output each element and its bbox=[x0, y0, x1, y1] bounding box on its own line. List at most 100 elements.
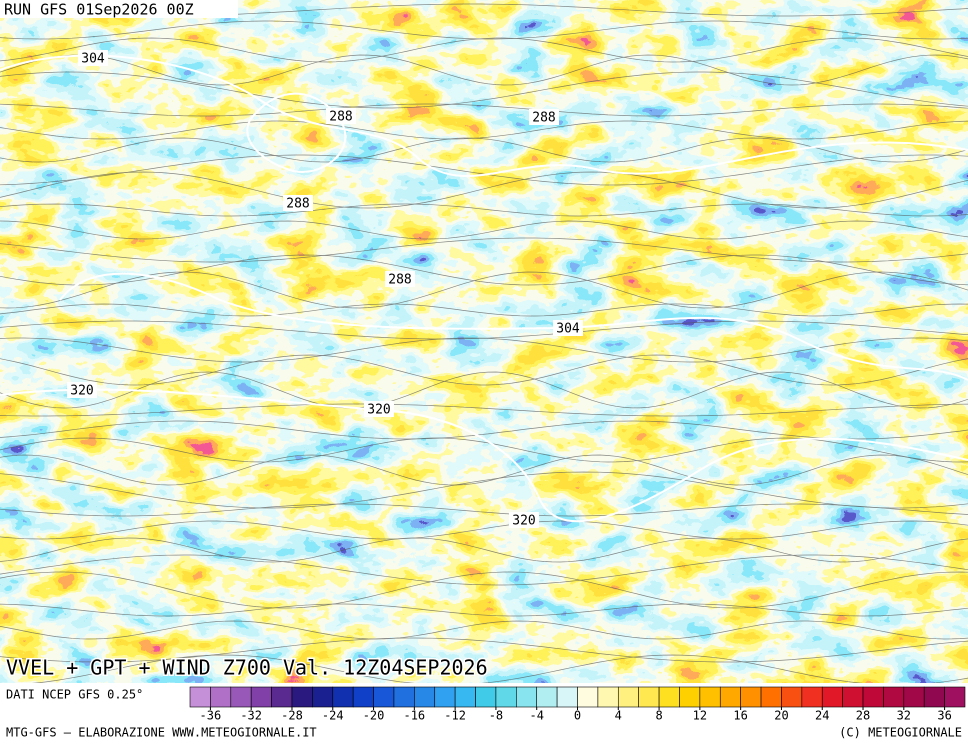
contour-label-box bbox=[326, 108, 356, 124]
tick-label: -28 bbox=[281, 709, 303, 723]
color-swatch bbox=[475, 686, 497, 708]
streamline bbox=[0, 20, 968, 40]
contour-label-box bbox=[385, 271, 415, 287]
contour-label: 304 bbox=[556, 322, 580, 337]
color-swatch bbox=[658, 686, 680, 708]
color-swatch bbox=[291, 686, 313, 708]
streamline bbox=[0, 220, 968, 240]
color-swatch bbox=[699, 686, 721, 708]
streamline bbox=[0, 637, 968, 663]
footer-left: MTG-GFS — ELABORAZIONE WWW.METEOGIORNALE… bbox=[6, 726, 317, 740]
color-swatch bbox=[923, 686, 945, 708]
streamline bbox=[0, 471, 968, 509]
data-source: DATI NCEP GFS 0.25° bbox=[6, 688, 143, 702]
streamline bbox=[0, 103, 968, 117]
color-swatch bbox=[577, 686, 599, 708]
streamline bbox=[0, 354, 968, 386]
color-swatch bbox=[597, 686, 619, 708]
footer-right: (C) METEOGIORNALE bbox=[839, 726, 962, 740]
streamline bbox=[0, 54, 968, 86]
streamline bbox=[0, 137, 968, 163]
tick-label: 28 bbox=[856, 709, 870, 723]
color-swatch bbox=[393, 686, 415, 708]
contour-label-box bbox=[67, 382, 97, 398]
contour-label: 320 bbox=[367, 403, 390, 418]
streamline bbox=[0, 237, 968, 263]
color-swatch bbox=[434, 686, 456, 708]
color-swatch bbox=[801, 686, 823, 708]
tick-label: -12 bbox=[444, 709, 466, 723]
streamline bbox=[0, 171, 968, 209]
contour-label: 288 bbox=[286, 197, 309, 212]
color-swatch bbox=[536, 686, 558, 708]
color-swatch bbox=[312, 686, 334, 708]
color-swatch bbox=[679, 686, 701, 708]
contour-label: 320 bbox=[70, 384, 93, 399]
streamline bbox=[0, 203, 968, 217]
tick-label: 24 bbox=[815, 709, 829, 723]
streamline bbox=[0, 337, 968, 363]
streamline bbox=[0, 120, 968, 140]
color-swatch bbox=[454, 686, 476, 708]
tick-label: -36 bbox=[200, 709, 222, 723]
tick-label: 4 bbox=[615, 709, 622, 723]
contour-label-box bbox=[509, 512, 539, 528]
color-swatch bbox=[516, 686, 538, 708]
contour-label: 288 bbox=[329, 110, 352, 125]
color-swatch bbox=[373, 686, 395, 708]
color-swatch bbox=[883, 686, 905, 708]
tick-label: 16 bbox=[733, 709, 747, 723]
streamline bbox=[0, 371, 968, 409]
color-swatch bbox=[617, 686, 639, 708]
color-swatch bbox=[332, 686, 354, 708]
tick-label: 12 bbox=[693, 709, 707, 723]
streamline bbox=[0, 620, 968, 640]
color-swatch bbox=[250, 686, 272, 708]
geopotential-contours bbox=[0, 54, 968, 523]
color-swatch bbox=[821, 686, 843, 708]
tick-label: -32 bbox=[240, 709, 262, 723]
color-swatch bbox=[271, 686, 293, 708]
tick-label: 0 bbox=[574, 709, 581, 723]
tick-label: 36 bbox=[937, 709, 951, 723]
streamline bbox=[0, 537, 968, 563]
color-swatch bbox=[414, 686, 436, 708]
contour-label-box bbox=[78, 50, 108, 66]
tick-label: -8 bbox=[489, 709, 503, 723]
color-swatch bbox=[495, 686, 517, 708]
color-swatch bbox=[781, 686, 803, 708]
tick-label: -24 bbox=[322, 709, 344, 723]
tick-label: 8 bbox=[655, 709, 662, 723]
contour-label: 320 bbox=[512, 514, 535, 529]
streamline bbox=[0, 254, 968, 286]
contour-label-box bbox=[283, 195, 313, 211]
colorbar: -36 -32 -28 -24 -20 -16 -12 -8 -4 0 4 8 12 16 20 24 28 32… bbox=[189, 686, 966, 723]
color-swatch bbox=[189, 686, 211, 708]
contour-label-box bbox=[364, 401, 394, 417]
streamline bbox=[0, 271, 968, 309]
map-title: VVEL + GPT + WIND Z700 Val. 12Z04SEP2026 bbox=[6, 656, 488, 680]
color-swatch bbox=[740, 686, 762, 708]
color-swatch bbox=[944, 686, 966, 708]
tick-label: -16 bbox=[403, 709, 425, 723]
streamline bbox=[0, 403, 968, 417]
run-label-box bbox=[0, 0, 238, 18]
color-swatch bbox=[842, 686, 864, 708]
run-label: RUN GFS 01Sep2026 00Z bbox=[4, 1, 194, 19]
vertical-velocity-field bbox=[0, 0, 968, 683]
color-swatch bbox=[760, 686, 782, 708]
streamline bbox=[0, 303, 968, 317]
contour-label-box bbox=[553, 320, 583, 336]
contour-label: 288 bbox=[532, 111, 555, 126]
contour-label: 304 bbox=[81, 52, 105, 67]
streamline bbox=[0, 454, 968, 486]
contour-label: 288 bbox=[388, 273, 411, 288]
streamline bbox=[0, 503, 968, 517]
color-swatch bbox=[862, 686, 884, 708]
streamline bbox=[0, 603, 968, 617]
tick-label: -4 bbox=[529, 709, 543, 723]
color-swatch bbox=[352, 686, 374, 708]
color-swatch bbox=[638, 686, 660, 708]
color-swatch bbox=[556, 686, 578, 708]
